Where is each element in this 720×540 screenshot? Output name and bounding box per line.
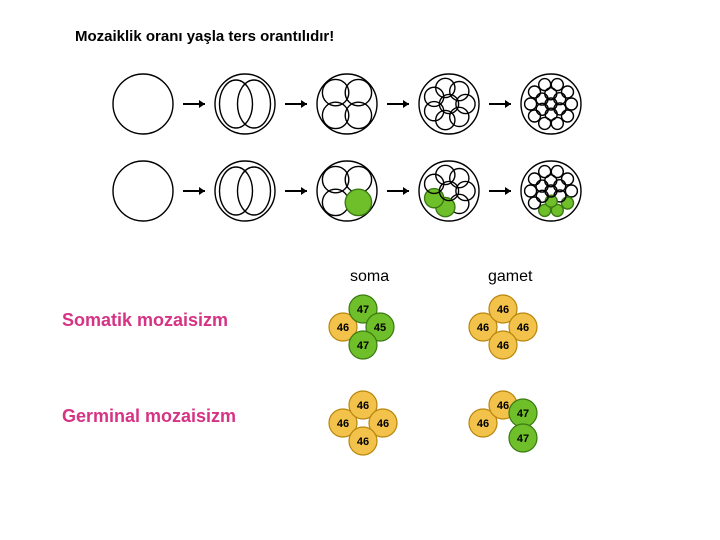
row-normal [105, 68, 635, 140]
svg-text:47: 47 [357, 304, 369, 316]
svg-text:47: 47 [517, 408, 529, 420]
svg-text:46: 46 [357, 400, 369, 412]
svg-text:46: 46 [477, 418, 489, 430]
svg-text:47: 47 [517, 433, 529, 445]
row-mutant [105, 155, 635, 227]
somatic-gamet: 46 46 46 46 [458, 292, 548, 362]
row-label-somatic: Somatik mozaisizm [62, 310, 228, 331]
row-label-germinal: Germinal mozaisizm [62, 406, 236, 427]
svg-text:45: 45 [374, 322, 386, 334]
svg-text:46: 46 [357, 436, 369, 448]
svg-text:46: 46 [337, 322, 349, 334]
germinal-soma: 46 46 46 46 [318, 388, 408, 458]
svg-text:46: 46 [337, 418, 349, 430]
somatic-soma: 46 47 45 47 [318, 292, 408, 362]
svg-text:46: 46 [377, 418, 389, 430]
svg-text:46: 46 [517, 322, 529, 334]
diagram-title: Mozaiklik oranı yaşla ters orantılıdır! [75, 28, 334, 45]
germinal-gamet: 46 46 47 47 [458, 388, 548, 458]
column-label-gamet: gamet [488, 268, 532, 286]
svg-text:46: 46 [497, 304, 509, 316]
svg-text:47: 47 [357, 340, 369, 352]
svg-text:46: 46 [477, 322, 489, 334]
svg-text:46: 46 [497, 400, 509, 412]
column-label-soma: soma [350, 268, 389, 286]
svg-text:46: 46 [497, 340, 509, 352]
